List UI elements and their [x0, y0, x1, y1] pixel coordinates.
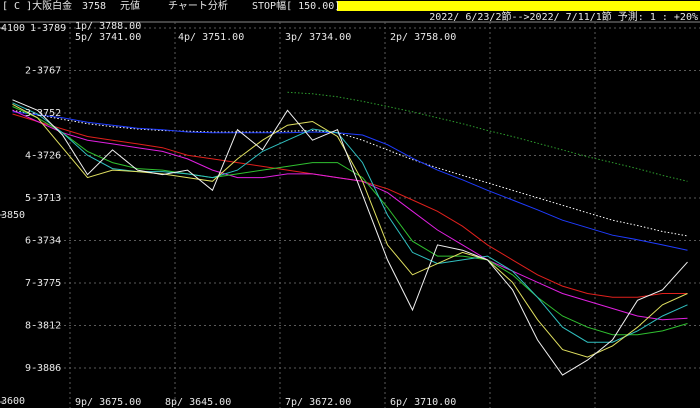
series-line	[12, 106, 688, 336]
row-label: 8-3812	[25, 321, 61, 332]
stop-bar	[337, 1, 700, 11]
series-line	[12, 99, 688, 376]
pivot-label: 4p/ 3751.00	[178, 32, 244, 43]
row-label: 7-3775	[25, 278, 61, 289]
y-tick-label: 4100	[1, 23, 25, 34]
row-label: 2-3767	[25, 66, 61, 77]
series-line	[12, 109, 688, 321]
grid	[69, 22, 596, 408]
menu[interactable]: チャート分析	[168, 0, 228, 12]
pivot-label: 5p/ 3741.00	[75, 32, 141, 43]
stop-width: STOP幅[ 150.00]	[252, 0, 340, 12]
row-label: 9-3886	[25, 363, 61, 374]
pivot-label: 7p/ 3672.00	[285, 397, 351, 408]
price: 3758	[82, 1, 106, 12]
pivot-label: 1p/ 3788.00	[75, 21, 141, 32]
row-label: 4-3726	[25, 151, 61, 162]
series-line	[287, 91, 688, 182]
series-line	[12, 111, 688, 251]
row-label: 3-3752	[25, 108, 61, 119]
row-label: 6-3734	[25, 236, 61, 247]
pivot-label: 9p/ 3675.00	[75, 397, 141, 408]
pivot-label: 8p/ 3645.00	[165, 397, 231, 408]
mode[interactable]: 元値	[120, 0, 140, 12]
pivot-label: 6p/ 3710.00	[390, 397, 456, 408]
y-tick-label: 3600	[1, 396, 25, 407]
series-line	[12, 102, 688, 343]
series-line	[12, 103, 688, 358]
y-tick-label: 3850	[1, 210, 25, 221]
series-line	[12, 109, 688, 237]
pivot-label: 3p/ 3734.00	[285, 32, 351, 43]
period: 2022/ 6/23/2節-->2022/ 7/11/1節 予測: 1 : +2…	[429, 10, 698, 23]
pivot-label: 2p/ 3758.00	[390, 32, 456, 43]
symbol: [ C ]大阪白金	[2, 0, 72, 12]
row-label: 5-3713	[25, 193, 61, 204]
row-label: 1-3789	[30, 23, 66, 34]
